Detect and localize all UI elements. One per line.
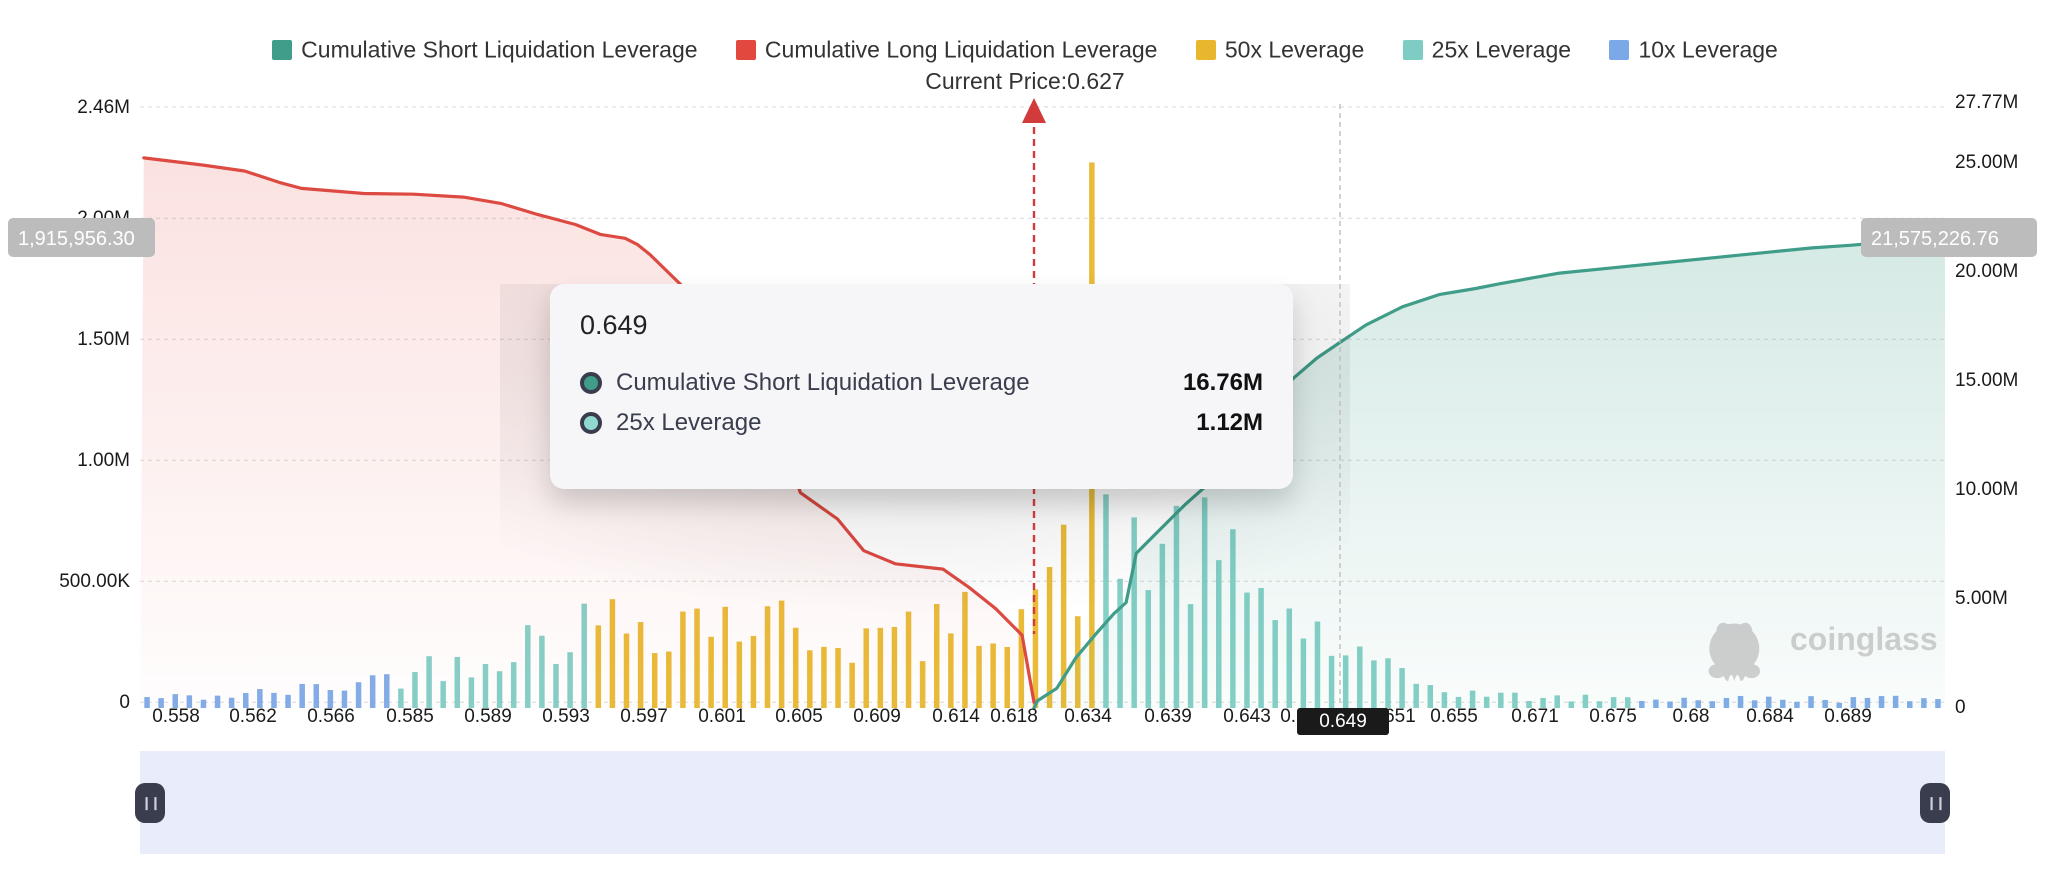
svg-text:10.00M: 10.00M bbox=[1955, 479, 2018, 500]
svg-text:coinglass: coinglass bbox=[1790, 621, 1938, 657]
svg-text:0.589: 0.589 bbox=[464, 706, 512, 727]
svg-text:2.46M: 2.46M bbox=[77, 97, 130, 118]
svg-text:500.00K: 500.00K bbox=[59, 571, 130, 592]
svg-text:25.00M: 25.00M bbox=[1955, 152, 2018, 173]
svg-text:0: 0 bbox=[119, 692, 130, 713]
svg-text:0.558: 0.558 bbox=[152, 706, 200, 727]
svg-text:0.562: 0.562 bbox=[229, 706, 277, 727]
svg-text:1.50M: 1.50M bbox=[77, 329, 130, 350]
svg-text:0.643: 0.643 bbox=[1223, 706, 1271, 727]
svg-text:21,575,226.76: 21,575,226.76 bbox=[1871, 228, 1999, 250]
svg-text:0.655: 0.655 bbox=[1430, 706, 1478, 727]
svg-text:0.566: 0.566 bbox=[307, 706, 355, 727]
svg-text:0.639: 0.639 bbox=[1144, 706, 1192, 727]
svg-text:0.634: 0.634 bbox=[1064, 706, 1112, 727]
svg-text:5.00M: 5.00M bbox=[1955, 588, 2008, 609]
svg-text:15.00M: 15.00M bbox=[1955, 370, 2018, 391]
svg-text:0.675: 0.675 bbox=[1589, 706, 1637, 727]
svg-text:27.77M: 27.77M bbox=[1955, 92, 2018, 113]
svg-text:0.649: 0.649 bbox=[1319, 711, 1367, 732]
svg-text:0.684: 0.684 bbox=[1746, 706, 1794, 727]
svg-text:0.597: 0.597 bbox=[620, 706, 668, 727]
svg-text:0.585: 0.585 bbox=[386, 706, 434, 727]
svg-text:0.593: 0.593 bbox=[542, 706, 590, 727]
svg-text:0.605: 0.605 bbox=[775, 706, 823, 727]
svg-text:0.689: 0.689 bbox=[1824, 706, 1872, 727]
svg-text:0: 0 bbox=[1955, 697, 1966, 718]
svg-text:1.00M: 1.00M bbox=[77, 450, 130, 471]
svg-text:0.601: 0.601 bbox=[698, 706, 746, 727]
svg-text:0.68: 0.68 bbox=[1673, 706, 1710, 727]
svg-text:0.618: 0.618 bbox=[990, 706, 1038, 727]
svg-text:0.671: 0.671 bbox=[1511, 706, 1559, 727]
svg-text:0.614: 0.614 bbox=[932, 706, 980, 727]
svg-text:0.609: 0.609 bbox=[853, 706, 901, 727]
svg-text:1,915,956.30: 1,915,956.30 bbox=[18, 228, 135, 250]
svg-text:20.00M: 20.00M bbox=[1955, 261, 2018, 282]
